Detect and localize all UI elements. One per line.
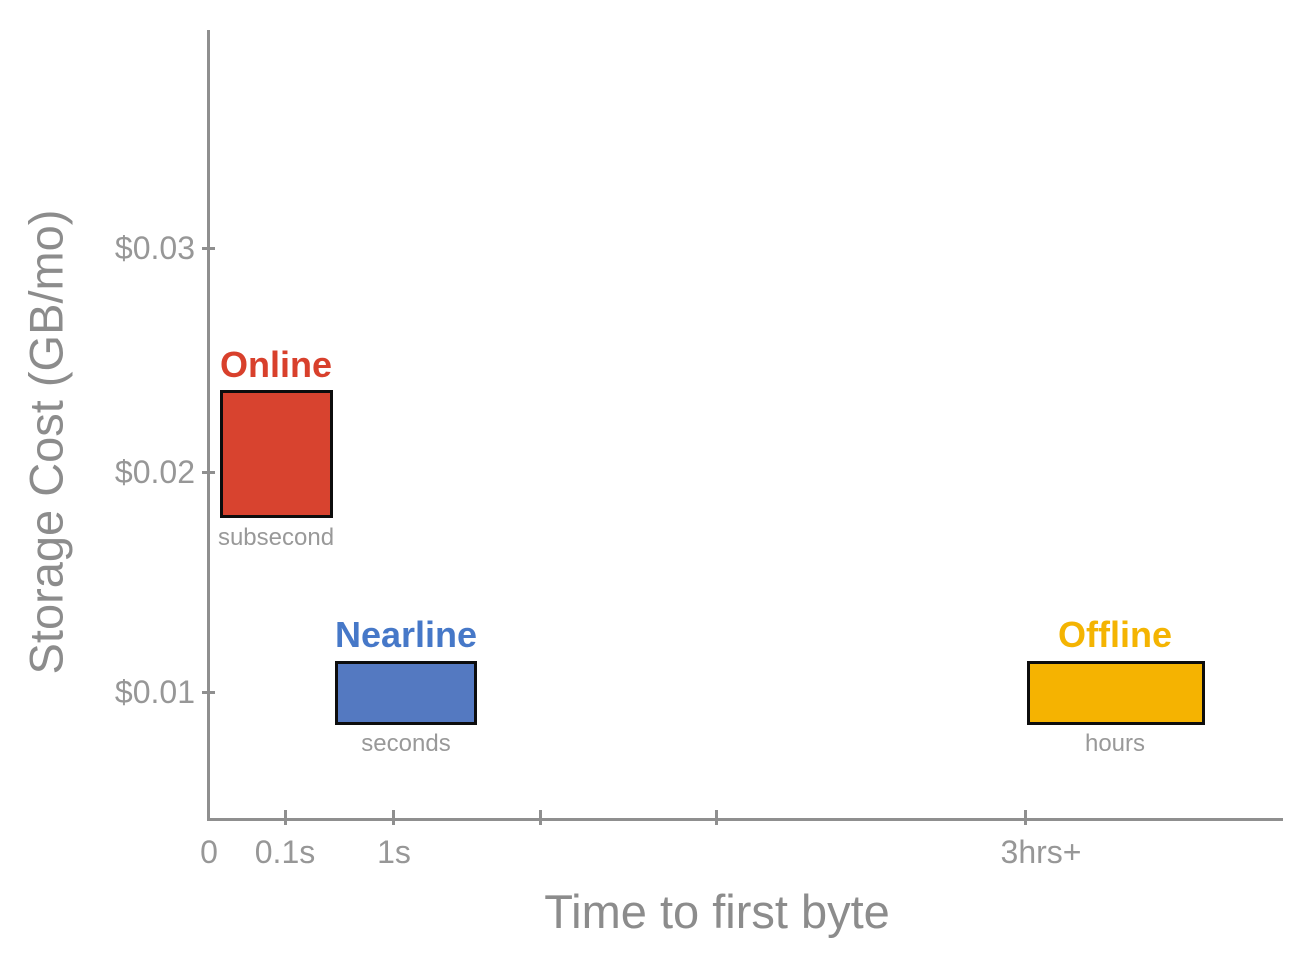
x-tick-mark xyxy=(284,810,287,825)
y-tick-label: $0.01 xyxy=(114,674,195,710)
tier-box-nearline xyxy=(335,661,477,725)
x-axis-line xyxy=(207,818,1283,821)
x-axis-title: Time to first byte xyxy=(544,885,890,938)
x-tick-label: 1s xyxy=(377,834,411,870)
x-tick-label: 3hrs+ xyxy=(1000,834,1082,870)
tier-box-offline xyxy=(1027,661,1205,725)
y-tick-label: $0.02 xyxy=(114,454,195,490)
x-tick-mark xyxy=(392,810,395,825)
x-tick-mark xyxy=(715,810,718,825)
x-tick-label: 0.1s xyxy=(254,834,316,870)
y-tick-mark xyxy=(202,247,215,250)
tier-label-online: Online xyxy=(219,344,332,385)
tier-box-online xyxy=(220,390,333,518)
x-tick-label: 0 xyxy=(200,834,218,870)
tier-label-nearline: Nearline xyxy=(334,614,478,655)
x-tick-mark xyxy=(1024,810,1027,825)
y-axis-line xyxy=(207,30,210,821)
tier-latency-nearline: seconds xyxy=(361,730,451,757)
y-tick-mark xyxy=(202,471,215,474)
y-tick-label: $0.03 xyxy=(114,230,195,266)
tier-label-offline: Offline xyxy=(1058,614,1172,655)
y-axis-title: Storage Cost (GB/mo) xyxy=(19,209,73,675)
tier-latency-online: subsecond xyxy=(217,524,335,551)
x-tick-mark xyxy=(539,810,542,825)
y-tick-mark xyxy=(202,691,215,694)
tier-latency-offline: hours xyxy=(1084,730,1146,757)
